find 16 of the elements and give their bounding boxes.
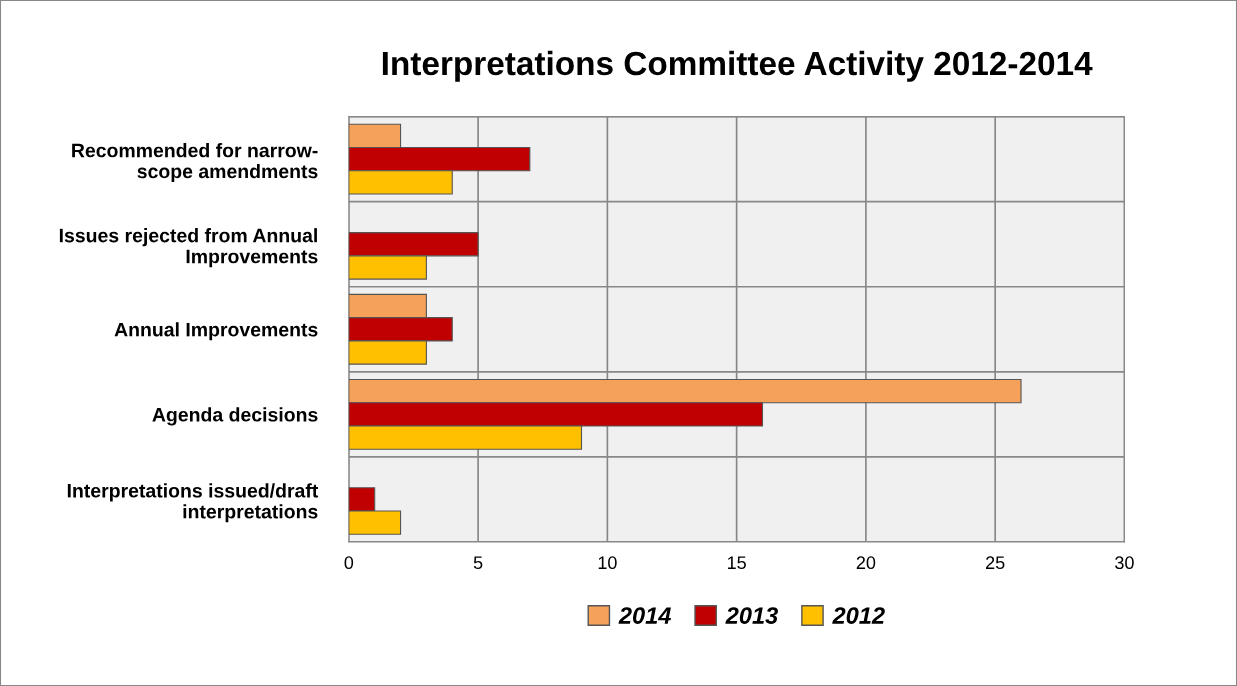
legend-label: 2013	[725, 607, 778, 624]
legend-label: 2012	[832, 607, 885, 624]
y-tick-label: Issues rejected from Annual Improvements	[59, 228, 318, 268]
y-tick-label: Interpretations issued/draft interpretations	[67, 483, 319, 523]
chart-title: Interpretations Committee Activity 2012-2014	[382, 50, 1093, 82]
x-tick-label: 10	[598, 556, 617, 570]
x-tick-label: 0	[344, 556, 354, 570]
legend-label: 2014	[618, 607, 672, 624]
x-tick-label: 20	[856, 556, 876, 570]
x-tick-label: 30	[1115, 556, 1134, 570]
x-tick-label: 15	[727, 556, 746, 570]
y-tick-label: Recommended for narrow- scope amendments	[72, 143, 318, 183]
y-tick-label: Annual Improvements	[114, 322, 318, 341]
x-tick-label: 25	[986, 556, 1005, 570]
x-tick-label: 5	[473, 556, 483, 570]
y-tick-label: Agenda decisions	[152, 407, 318, 426]
